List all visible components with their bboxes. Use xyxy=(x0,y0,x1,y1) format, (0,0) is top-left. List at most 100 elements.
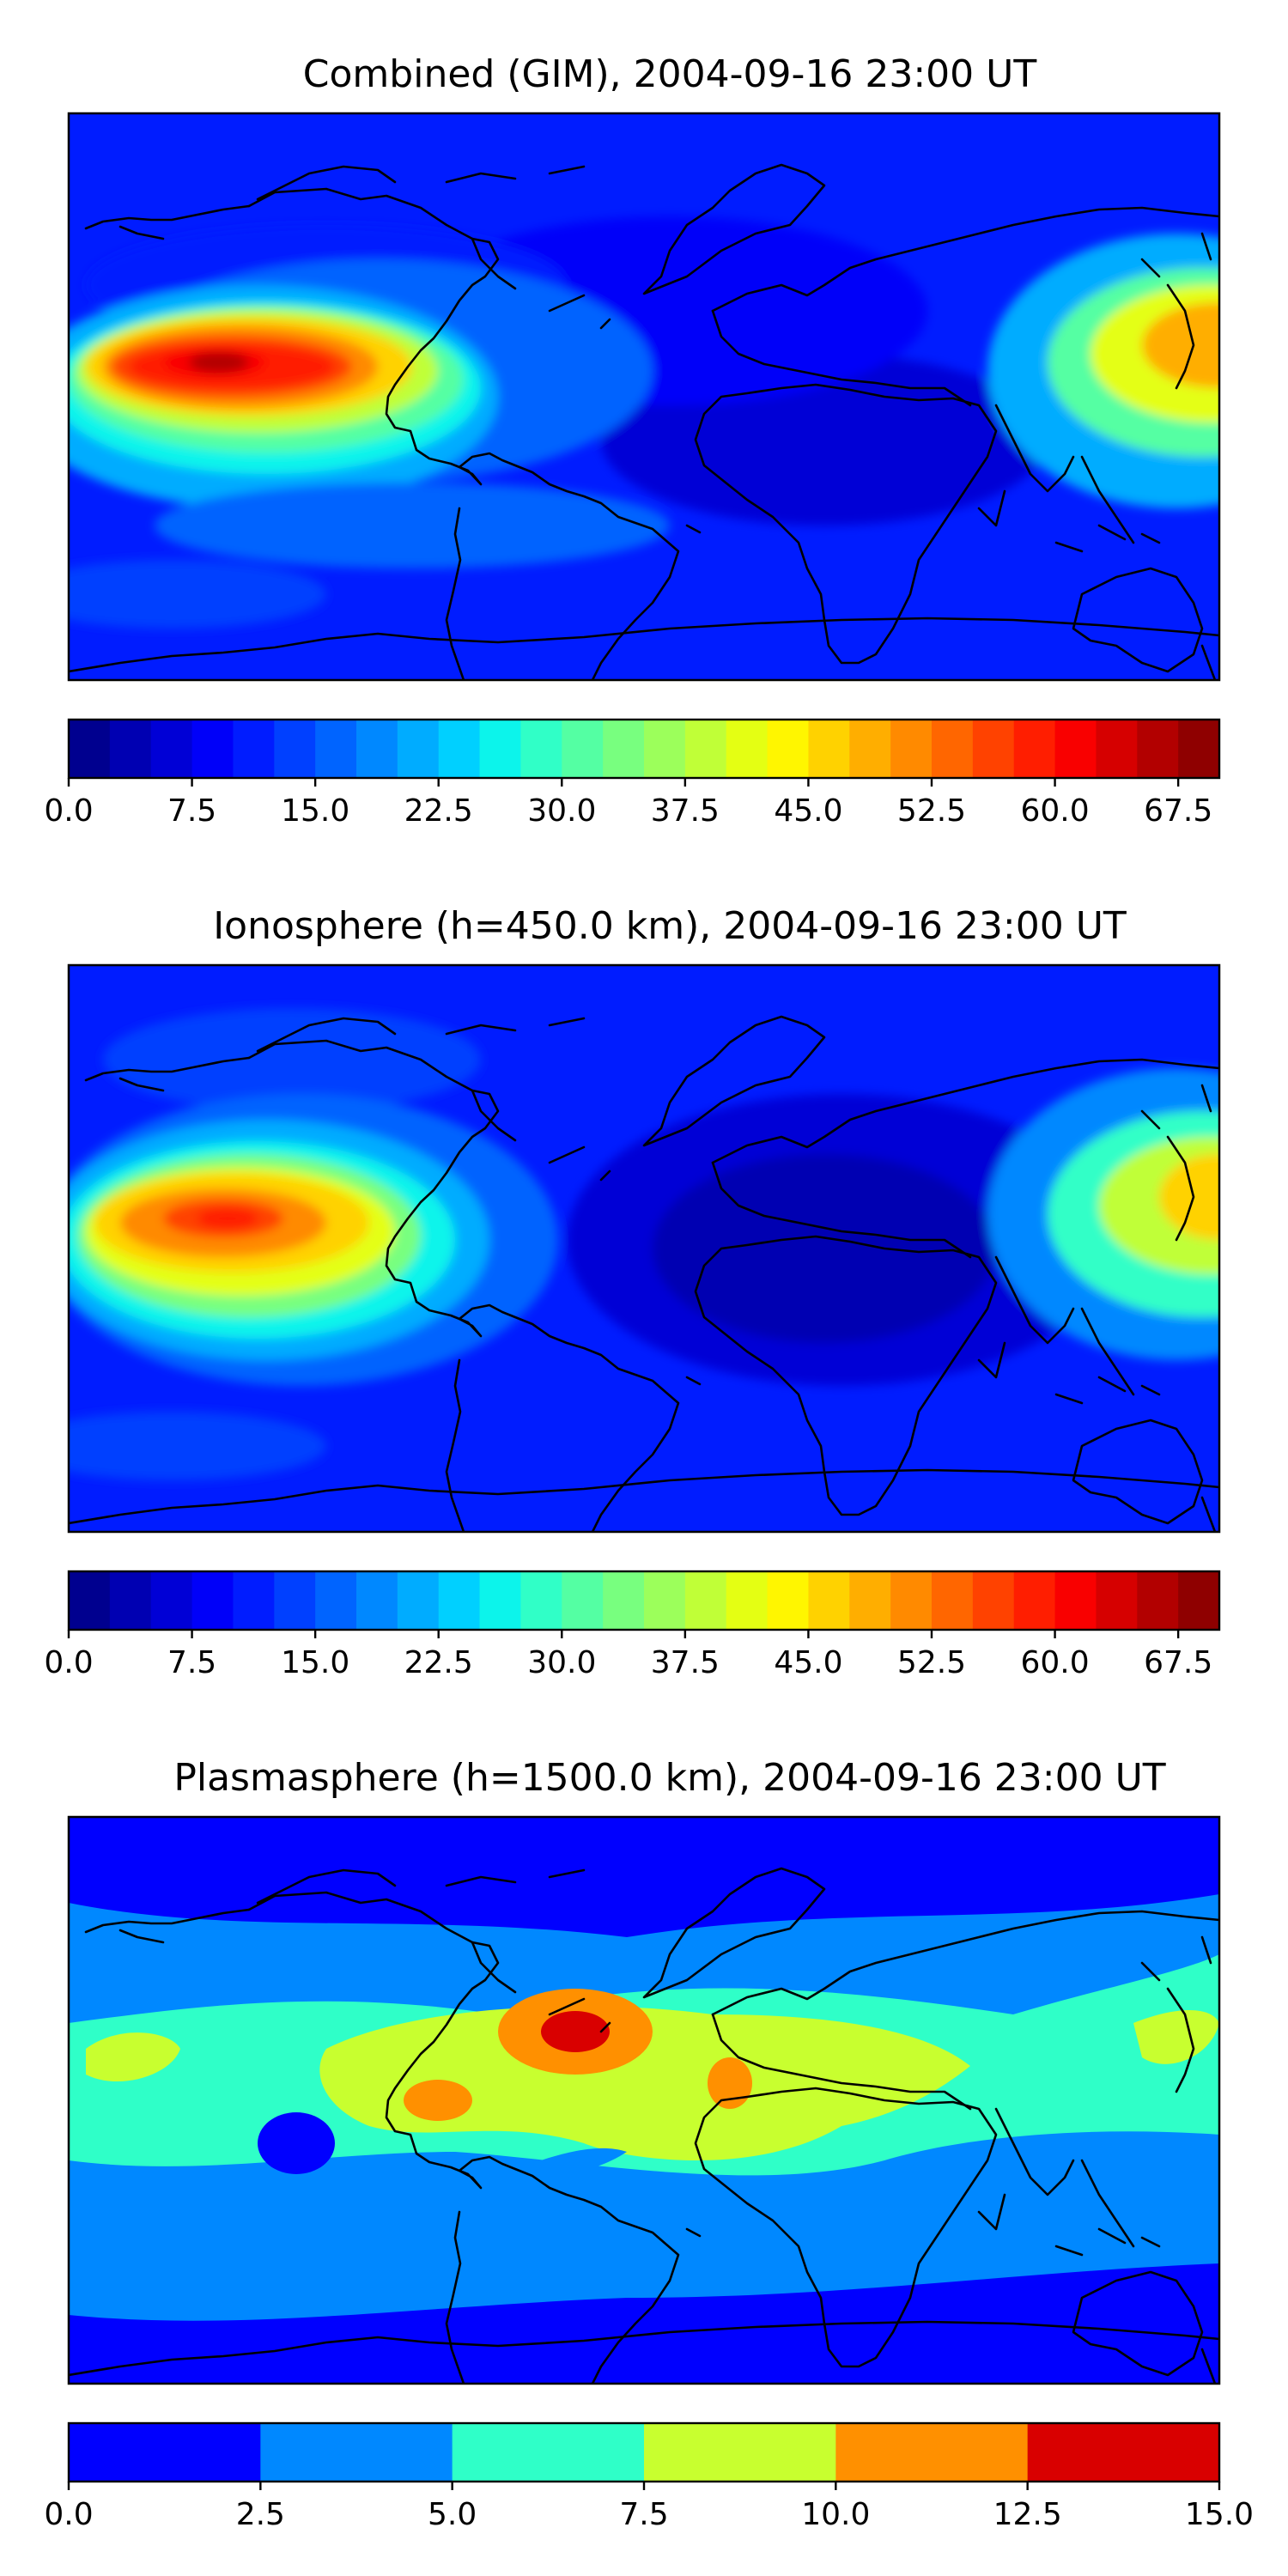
colorbar-swatch xyxy=(315,720,357,778)
colorbar-tick-label: 45.0 xyxy=(774,793,842,829)
colorbar-swatch xyxy=(191,720,234,778)
colorbar-tick-label: 0.0 xyxy=(44,2497,93,2532)
colorbar-swatch xyxy=(479,720,522,778)
contour-region xyxy=(69,560,326,629)
colorbar-tick-label: 0.0 xyxy=(44,793,93,829)
colorbar-swatch xyxy=(397,1571,440,1630)
colorbar-tick-label: 37.5 xyxy=(651,1645,720,1680)
colorbar-tick-label: 0.0 xyxy=(44,1645,93,1680)
colorbar-swatch xyxy=(109,1571,152,1630)
map-frame xyxy=(67,963,1221,1534)
colorbar-swatch xyxy=(849,1571,891,1630)
colorbar-swatch xyxy=(849,720,891,778)
colorbar-swatch xyxy=(644,720,686,778)
colorbar-tick-label: 30.0 xyxy=(527,1645,596,1680)
colorbar-swatch xyxy=(233,1571,275,1630)
colorbar-swatch xyxy=(1096,1571,1138,1630)
colorbar-tick-label: 7.5 xyxy=(167,1645,216,1680)
colorbar-swatch xyxy=(932,1571,974,1630)
colorbar-tick-label: 45.0 xyxy=(774,1645,842,1680)
contour-region xyxy=(1133,2010,1219,2064)
colorbar-tick-label: 7.5 xyxy=(619,2497,668,2532)
colorbar-tick-label: 52.5 xyxy=(897,793,966,829)
contour-region xyxy=(69,1412,326,1480)
map-panel-0 xyxy=(67,112,1221,682)
colorbar-swatch xyxy=(835,2423,1029,2482)
map-frame xyxy=(67,112,1221,682)
colorbar-swatch xyxy=(274,720,316,778)
contour-region xyxy=(86,2032,180,2082)
panel-title-plasmasphere: Plasmasphere (h=1500.0 km), 2004-09-16 2… xyxy=(173,1756,1166,1800)
colorbar-tick-label: 30.0 xyxy=(527,793,596,829)
colorbar-tick-label: 15.0 xyxy=(281,1645,349,1680)
colorbar-tick-label: 37.5 xyxy=(651,793,720,829)
colorbar-swatch xyxy=(972,1571,1015,1630)
contour-region xyxy=(155,483,670,568)
contour-region xyxy=(1159,1154,1219,1240)
contour-region xyxy=(708,2057,752,2109)
colorbar-frame xyxy=(67,718,1221,780)
colorbar-tick-label: 12.5 xyxy=(993,2497,1062,2532)
colorbar-swatch xyxy=(1013,720,1056,778)
colorbar-tick-label: 22.5 xyxy=(404,1645,473,1680)
colorbar-tick-label: 15.0 xyxy=(1185,2497,1254,2532)
colorbar-swatch xyxy=(69,1571,111,1630)
colorbar-tick-label: 2.5 xyxy=(236,2497,285,2532)
colorbar-swatch xyxy=(260,2423,453,2482)
map-frame xyxy=(67,1815,1221,2385)
colorbar-swatch xyxy=(890,720,933,778)
contour-region xyxy=(103,1008,481,1111)
colorbar-swatch xyxy=(69,720,111,778)
colorbar-swatch xyxy=(562,1571,604,1630)
colorbar-swatch xyxy=(1054,1571,1097,1630)
colorbar-swatch xyxy=(767,1571,810,1630)
colorbar-swatch xyxy=(397,720,440,778)
colorbar-swatch xyxy=(726,1571,769,1630)
colorbar-swatch xyxy=(808,1571,850,1630)
colorbar-tick-label: 52.5 xyxy=(897,1645,966,1680)
colorbar-swatch xyxy=(1178,720,1220,778)
colorbar-tick-label: 10.0 xyxy=(801,2497,870,2532)
colorbar-frame xyxy=(67,1570,1221,1631)
colorbar-swatch xyxy=(1054,720,1097,778)
colorbar-0: 0.0 7.5 15.0 22.5 30.0 37.5 45.0 52.5 60.0 67.5 xyxy=(44,718,1221,829)
colorbar-swatch xyxy=(479,1571,522,1630)
map-panel-1 xyxy=(67,963,1221,1534)
colorbar-swatch xyxy=(932,720,974,778)
map-panel-2 xyxy=(67,1815,1221,2385)
colorbar-swatch xyxy=(69,2423,261,2482)
colorbar-swatch xyxy=(356,720,398,778)
colorbar-swatch xyxy=(438,1571,481,1630)
colorbar-swatch xyxy=(1137,720,1179,778)
colorbar-swatch xyxy=(603,1571,645,1630)
colorbar-swatch xyxy=(150,1571,193,1630)
panel-title-combined: Combined (GIM), 2004-09-16 23:00 UT xyxy=(302,52,1037,96)
colorbar-tick-label: 15.0 xyxy=(281,793,349,829)
colorbar-swatch xyxy=(644,2423,836,2482)
colorbar-1: 0.0 7.5 15.0 22.5 30.0 37.5 45.0 52.5 60.0 67.5 xyxy=(44,1570,1221,1680)
contour-region xyxy=(541,2148,627,2172)
colorbar-swatch xyxy=(520,1571,562,1630)
colorbar-swatch xyxy=(1178,1571,1220,1630)
contour-region xyxy=(653,1154,996,1343)
colorbar-tick-label: 60.0 xyxy=(1020,793,1089,829)
colorbar-swatch xyxy=(233,720,275,778)
contour-region xyxy=(197,1208,258,1229)
contour-region xyxy=(541,2011,610,2052)
colorbar-swatch xyxy=(274,1571,316,1630)
colorbar-swatch xyxy=(644,1571,686,1630)
colorbar-tick-label: 67.5 xyxy=(1144,793,1212,829)
colorbar-swatch xyxy=(726,720,769,778)
colorbar-swatch xyxy=(972,720,1015,778)
colorbar-swatch xyxy=(438,720,481,778)
contour-region xyxy=(258,2112,335,2174)
colorbar-tick-label: 7.5 xyxy=(167,793,216,829)
colorbar-swatch xyxy=(109,720,152,778)
colorbar-swatch xyxy=(767,720,810,778)
colorbar-swatch xyxy=(520,720,562,778)
colorbar-swatch xyxy=(603,720,645,778)
colorbar-swatch xyxy=(356,1571,398,1630)
colorbar-swatch xyxy=(1096,720,1138,778)
panel-title-ionosphere: Ionosphere (h=450.0 km), 2004-09-16 23:0… xyxy=(213,904,1127,948)
